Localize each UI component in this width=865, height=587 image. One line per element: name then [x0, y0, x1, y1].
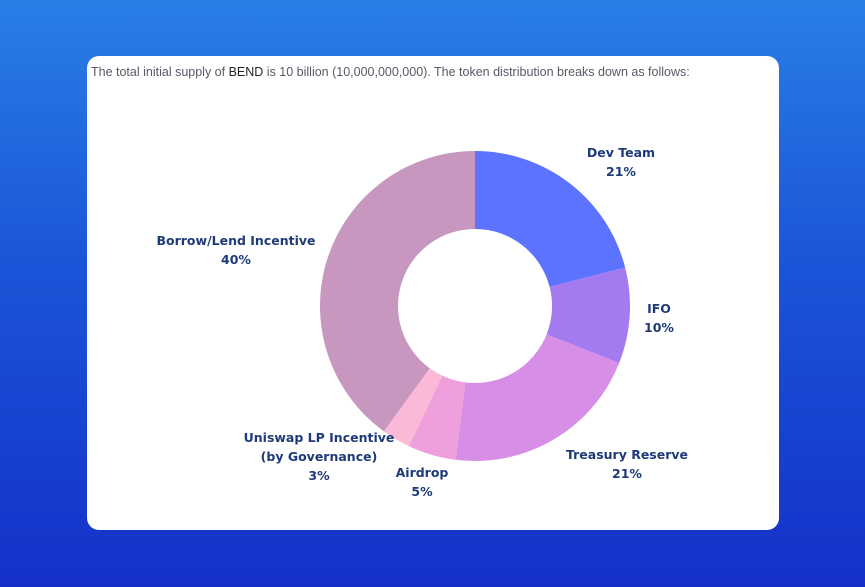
value-label-dev-team: 21%	[606, 164, 636, 179]
category-label-treasury-reserve: Treasury Reserve	[566, 447, 688, 462]
distribution-card: The total initial supply of BEND is 10 b…	[87, 56, 779, 530]
value-label-ifo: 10%	[644, 320, 674, 335]
slice-airdrop	[409, 375, 466, 460]
slice-uniswap-lp-incentive-by-governance	[383, 368, 443, 447]
category-label-borrow-lend-incentive: Borrow/Lend Incentive	[156, 233, 315, 248]
slice-treasury-reserve	[455, 334, 620, 461]
intro-suffix: is 10 billion (10,000,000,000). The toke…	[263, 65, 690, 79]
category-label-uniswap-lp-incentive-by-governance-2: (by Governance)	[261, 449, 378, 464]
value-label-airdrop: 5%	[411, 484, 433, 499]
token-distribution-donut-chart: Dev Team 21% IFO 10% Treasury Reserve 21% Aird…	[156, 145, 688, 499]
intro-prefix: The total initial supply of	[91, 65, 229, 79]
category-label-ifo: IFO	[647, 301, 671, 316]
slice-dev-team	[475, 151, 626, 287]
category-label-uniswap-lp-incentive-by-governance-1: Uniswap LP Incentive	[244, 430, 395, 445]
token-name: BEND	[228, 65, 264, 79]
category-label-dev-team: Dev Team	[587, 145, 655, 160]
intro-text: The total initial supply of BEND is 10 b…	[91, 65, 777, 79]
donut-slices	[319, 151, 630, 461]
value-label-treasury-reserve: 21%	[612, 466, 642, 481]
slice-ifo	[546, 267, 630, 364]
value-label-borrow-lend-incentive: 40%	[221, 252, 251, 267]
value-label-uniswap-lp-incentive-by-governance: 3%	[308, 468, 330, 483]
slice-labels: Dev Team 21% IFO 10% Treasury Reserve 21% Aird…	[156, 145, 688, 499]
category-label-airdrop: Airdrop	[396, 465, 449, 480]
slice-borrow-lend-incentive	[319, 151, 475, 432]
